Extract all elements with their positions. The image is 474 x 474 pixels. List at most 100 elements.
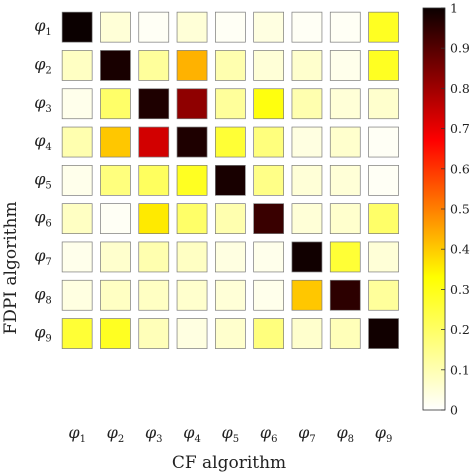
x-tick-label: φ5 [222, 423, 240, 445]
heatmap-cell [329, 318, 361, 349]
heatmap-cell [176, 241, 208, 273]
x-tick-label: φ8 [336, 423, 354, 445]
heatmap-cell [368, 50, 399, 81]
heatmap-cell [215, 126, 246, 158]
colorbar-tick-label: 0.6 [450, 161, 470, 176]
heatmap-cell [253, 50, 284, 81]
heatmap-cell [61, 126, 93, 158]
y-tick-label: φ4 [34, 131, 52, 153]
heatmap-cells [61, 11, 399, 349]
x-tick-label: φ7 [298, 423, 316, 445]
heatmap-cell [329, 50, 361, 81]
heatmap-cell [291, 88, 323, 120]
colorbar-tick-label: 0.2 [450, 322, 470, 337]
heatmap-cell [61, 203, 93, 234]
heatmap-cell [176, 88, 208, 120]
heatmap-cell [253, 241, 284, 273]
heatmap-cell [100, 88, 131, 120]
heatmap-cell [253, 203, 284, 234]
heatmap-cell [329, 11, 361, 43]
heatmap-cell [329, 241, 361, 273]
heatmap-cell [100, 126, 131, 158]
heatmap-cell [329, 88, 361, 120]
colorbar-ticks: 0 0.1 0.2 0.3 0.4 0.5 0.6 0.7 0.8 0.9 1 [441, 1, 470, 418]
x-axis-label: CF algorithm [172, 453, 286, 473]
heatmap-cell [176, 126, 208, 158]
heatmap-cell [215, 88, 246, 120]
heatmap-cell [100, 50, 131, 81]
heatmap-cell [61, 11, 93, 43]
colorbar-tick-label: 0.1 [450, 362, 470, 377]
heatmap-cell [253, 88, 284, 120]
heatmap-cell [138, 88, 170, 120]
heatmap-cell [368, 165, 399, 196]
y-tick-label: φ3 [34, 93, 52, 115]
heatmap-cell [100, 165, 131, 196]
y-tick-label: φ5 [34, 169, 52, 191]
heatmap-cell [61, 88, 93, 120]
heatmap-cell [215, 241, 246, 273]
heatmap-cell [291, 279, 323, 311]
colorbar-tick-label: 0.4 [450, 242, 470, 257]
heatmap-cell [215, 11, 246, 43]
heatmap-cell [253, 11, 284, 43]
colorbar-tick-label: 0.7 [450, 121, 470, 136]
heatmap-cell [176, 165, 208, 196]
heatmap-cell [291, 50, 323, 81]
heatmap-cell [176, 318, 208, 349]
heatmap-cell [291, 126, 323, 158]
heatmap-cell [138, 318, 170, 349]
colorbar-tick-label: 0 [450, 403, 458, 418]
heatmap-cell [368, 279, 399, 311]
y-tick-label: φ2 [34, 54, 52, 76]
x-tick-label: φ9 [375, 423, 393, 445]
heatmap-cell [100, 203, 131, 234]
heatmap-cell [100, 279, 131, 311]
heatmap-cell [291, 318, 323, 349]
heatmap-cell [368, 11, 399, 43]
colorbar-tick-label: 0.3 [450, 282, 470, 297]
y-tick-labels: φ1 φ2 φ3 φ4 φ5 φ6 φ7 φ8 φ9 [34, 16, 52, 344]
heatmap-cell [138, 241, 170, 273]
x-tick-label: φ4 [183, 423, 201, 445]
x-tick-label: φ6 [260, 423, 278, 445]
colorbar-tick-label: 1 [450, 1, 458, 16]
heatmap-cell [291, 11, 323, 43]
y-tick-label: φ1 [34, 16, 52, 38]
heatmap-cell [138, 203, 170, 234]
heatmap-cell [329, 203, 361, 234]
y-axis-label: FDPI algorithm [1, 201, 21, 334]
x-tick-labels: φ1 φ2 φ3 φ4 φ5 φ6 φ7 φ8 φ9 [68, 423, 392, 445]
heatmap-cell [253, 279, 284, 311]
heatmap-cell [138, 11, 170, 43]
heatmap-cell [176, 203, 208, 234]
heatmap-cell [100, 241, 131, 273]
x-tick-label: φ2 [107, 423, 125, 445]
heatmap-cell [368, 241, 399, 273]
heatmap-cell [61, 165, 93, 196]
heatmap-cell [176, 279, 208, 311]
heatmap-cell [329, 279, 361, 311]
colorbar-tick-label: 0.8 [450, 81, 470, 96]
heatmap-cell [138, 50, 170, 81]
heatmap-cell [368, 318, 399, 349]
heatmap-cell [368, 88, 399, 120]
heatmap-cell [215, 203, 246, 234]
heatmap-cell [253, 165, 284, 196]
y-tick-label: φ6 [34, 208, 52, 230]
heatmap-cell [368, 126, 399, 158]
heatmap-cell [138, 126, 170, 158]
heatmap-cell [291, 165, 323, 196]
heatmap-cell [291, 241, 323, 273]
heatmap-cell [215, 318, 246, 349]
heatmap-cell [100, 318, 131, 349]
heatmap-cell [138, 165, 170, 196]
x-tick-label: φ3 [145, 423, 163, 445]
heatmap-cell [215, 50, 246, 81]
colorbar-tick-label: 0.5 [450, 202, 470, 217]
y-tick-label: φ9 [34, 323, 52, 345]
heatmap-cell [215, 165, 246, 196]
heatmap-cell [329, 165, 361, 196]
heatmap-cell [61, 279, 93, 311]
